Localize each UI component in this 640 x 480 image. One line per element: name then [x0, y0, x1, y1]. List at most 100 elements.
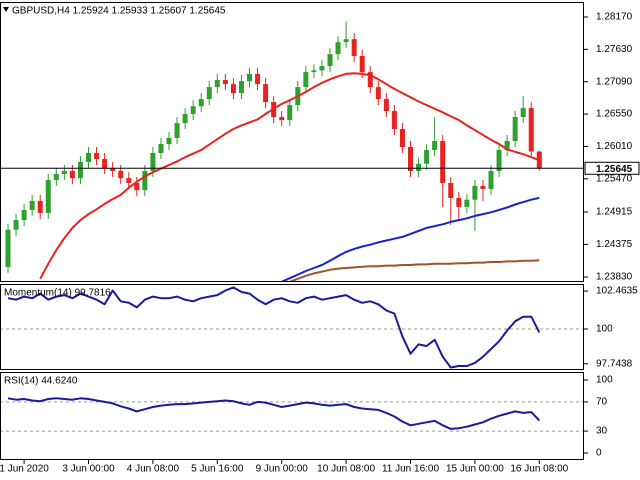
- candle-body: [287, 105, 293, 121]
- candle-body: [488, 170, 494, 189]
- panel-title: RSI(14) 44.6240: [4, 376, 78, 387]
- x-tick-label: 11 Jun 16:00: [382, 464, 440, 475]
- moving-average: [39, 72, 540, 280]
- panel-title: Momentum(14) 99.7816: [4, 288, 111, 299]
- y-tick-label: 100: [596, 375, 613, 386]
- panel-frame: [0, 284, 584, 370]
- candle-body: [472, 185, 478, 200]
- y-tick-label: 1.23830: [596, 272, 633, 283]
- candle-body: [279, 117, 285, 121]
- candle-body: [190, 106, 196, 115]
- y-tick-label: 1.26550: [596, 109, 633, 120]
- last-price-label: 1.25645: [596, 164, 633, 175]
- candle-body: [86, 152, 91, 162]
- candle-body: [222, 79, 228, 85]
- candle-body: [13, 220, 19, 230]
- panel-frame: [0, 2, 584, 282]
- y-tick-label: 0: [596, 448, 602, 459]
- candle-body: [45, 179, 51, 213]
- candle-body: [399, 129, 405, 148]
- y-tick-label: 30: [596, 426, 608, 437]
- candle-body: [319, 66, 325, 71]
- moving-average: [289, 259, 540, 281]
- candle-body: [182, 114, 188, 124]
- candle-body: [158, 144, 164, 153]
- candle-body: [214, 79, 220, 88]
- candle-body: [150, 152, 156, 171]
- x-tick-label: 5 Jun 16:00: [191, 464, 244, 475]
- candle-body: [166, 138, 172, 145]
- candle-body: [255, 73, 261, 85]
- indicator-line: [7, 397, 541, 430]
- moving-average: [281, 196, 540, 281]
- candle-body: [263, 84, 269, 103]
- candle-body: [496, 149, 502, 171]
- candle-body: [432, 141, 438, 150]
- candle-body: [5, 229, 11, 267]
- candle-body: [375, 87, 381, 100]
- y-tick-label: 1.24375: [596, 239, 633, 250]
- candle-body: [408, 147, 413, 171]
- candle-body: [102, 158, 108, 168]
- y-tick-label: 1.26010: [596, 141, 633, 152]
- y-tick-label: 1.24915: [596, 207, 633, 218]
- candle-body: [343, 39, 349, 43]
- x-tick-label: 9 Jun 00:00: [256, 464, 309, 475]
- candle-body: [206, 87, 212, 100]
- candle-body: [359, 55, 365, 73]
- x-tick-label: 4 Jun 08:00: [127, 464, 180, 475]
- candle-body: [110, 167, 116, 171]
- panel-title: GBPUSD,H4 1.25924 1.25933 1.25607 1.2564…: [12, 6, 226, 17]
- candle-body: [303, 72, 309, 88]
- candle-body: [416, 163, 422, 171]
- last-price-box: [584, 161, 640, 175]
- candle-body: [21, 209, 27, 221]
- candle-body: [61, 170, 67, 174]
- x-tick-label: 10 Jun 08:00: [317, 464, 375, 475]
- candle-body: [351, 39, 357, 56]
- candle-body: [238, 81, 244, 94]
- candle-body: [520, 108, 526, 118]
- y-tick-label: 100: [596, 324, 613, 335]
- candle-body: [440, 141, 446, 183]
- y-tick-label: 97.7438: [596, 358, 633, 369]
- candle-body: [77, 161, 83, 179]
- indicator-line: [7, 286, 541, 369]
- candle-body: [512, 117, 518, 142]
- x-tick-label: 15 Jun 00:00: [446, 464, 504, 475]
- candle-body: [118, 170, 124, 179]
- candle-body: [391, 111, 397, 130]
- y-tick-label: 1.27090: [596, 76, 633, 87]
- candle-body: [335, 42, 341, 55]
- candle-body: [198, 99, 204, 107]
- candle-body: [311, 70, 317, 73]
- candle-body: [456, 197, 462, 207]
- candle-body: [528, 108, 534, 152]
- panel-plot: [1, 397, 583, 432]
- candle-body: [448, 182, 454, 198]
- panel-frame: [0, 372, 584, 460]
- candle-body: [134, 182, 140, 191]
- y-tick-label: 70: [596, 397, 608, 408]
- candle-body: [69, 170, 75, 179]
- x-tick-label: 1 Jun 2020: [0, 464, 49, 475]
- candle-body: [367, 72, 373, 88]
- candle-body: [174, 123, 180, 139]
- candle-body: [247, 73, 252, 82]
- candle-body: [53, 173, 59, 180]
- x-tick-label: 3 Jun 00:00: [62, 464, 115, 475]
- y-tick-label: 1.27630: [596, 44, 633, 55]
- symbol-icon: [3, 7, 9, 12]
- candle-body: [383, 99, 389, 112]
- x-tick-label: 16 Jun 08:00: [510, 464, 568, 475]
- candle-body: [29, 200, 35, 210]
- candle-body: [424, 149, 430, 164]
- y-tick-label: 1.25470: [596, 173, 633, 184]
- candle-body: [94, 152, 100, 159]
- candle-body: [126, 178, 132, 183]
- candle-body: [327, 54, 333, 67]
- y-tick-label: 1.28170: [596, 12, 633, 23]
- y-tick-label: 102.4635: [596, 286, 638, 297]
